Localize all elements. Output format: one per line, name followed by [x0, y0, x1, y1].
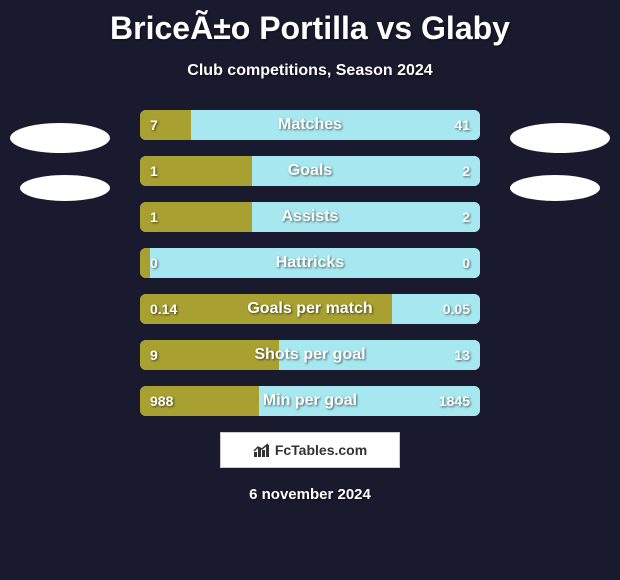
page-title: BriceÃ±o Portilla vs Glaby — [0, 0, 620, 47]
player-badge-left-2 — [20, 175, 110, 201]
stat-label: Hattricks — [140, 248, 480, 278]
footer-logo: FcTables.com — [220, 432, 400, 468]
stat-bar: 913Shots per goal — [140, 340, 480, 370]
footer-logo-text: FcTables.com — [275, 442, 367, 458]
stat-label: Shots per goal — [140, 340, 480, 370]
stat-label: Goals per match — [140, 294, 480, 324]
comparison-bars: 741Matches 12Goals 12Assists 00Hattricks 0.1… — [140, 110, 480, 416]
subtitle: Club competitions, Season 2024 — [0, 62, 620, 80]
stat-bar: 9881845Min per goal — [140, 386, 480, 416]
player-badge-left-1 — [10, 123, 110, 153]
stat-bar: 741Matches — [140, 110, 480, 140]
stat-label: Goals — [140, 156, 480, 186]
player-badge-right-1 — [510, 123, 610, 153]
stat-label: Min per goal — [140, 386, 480, 416]
stat-label: Assists — [140, 202, 480, 232]
footer-date: 6 november 2024 — [0, 486, 620, 503]
stat-bar: 00Hattricks — [140, 248, 480, 278]
stat-bar: 0.140.05Goals per match — [140, 294, 480, 324]
player-badge-right-2 — [510, 175, 600, 201]
chart-icon — [253, 443, 271, 457]
stat-bar: 12Goals — [140, 156, 480, 186]
stat-bar: 12Assists — [140, 202, 480, 232]
stat-label: Matches — [140, 110, 480, 140]
